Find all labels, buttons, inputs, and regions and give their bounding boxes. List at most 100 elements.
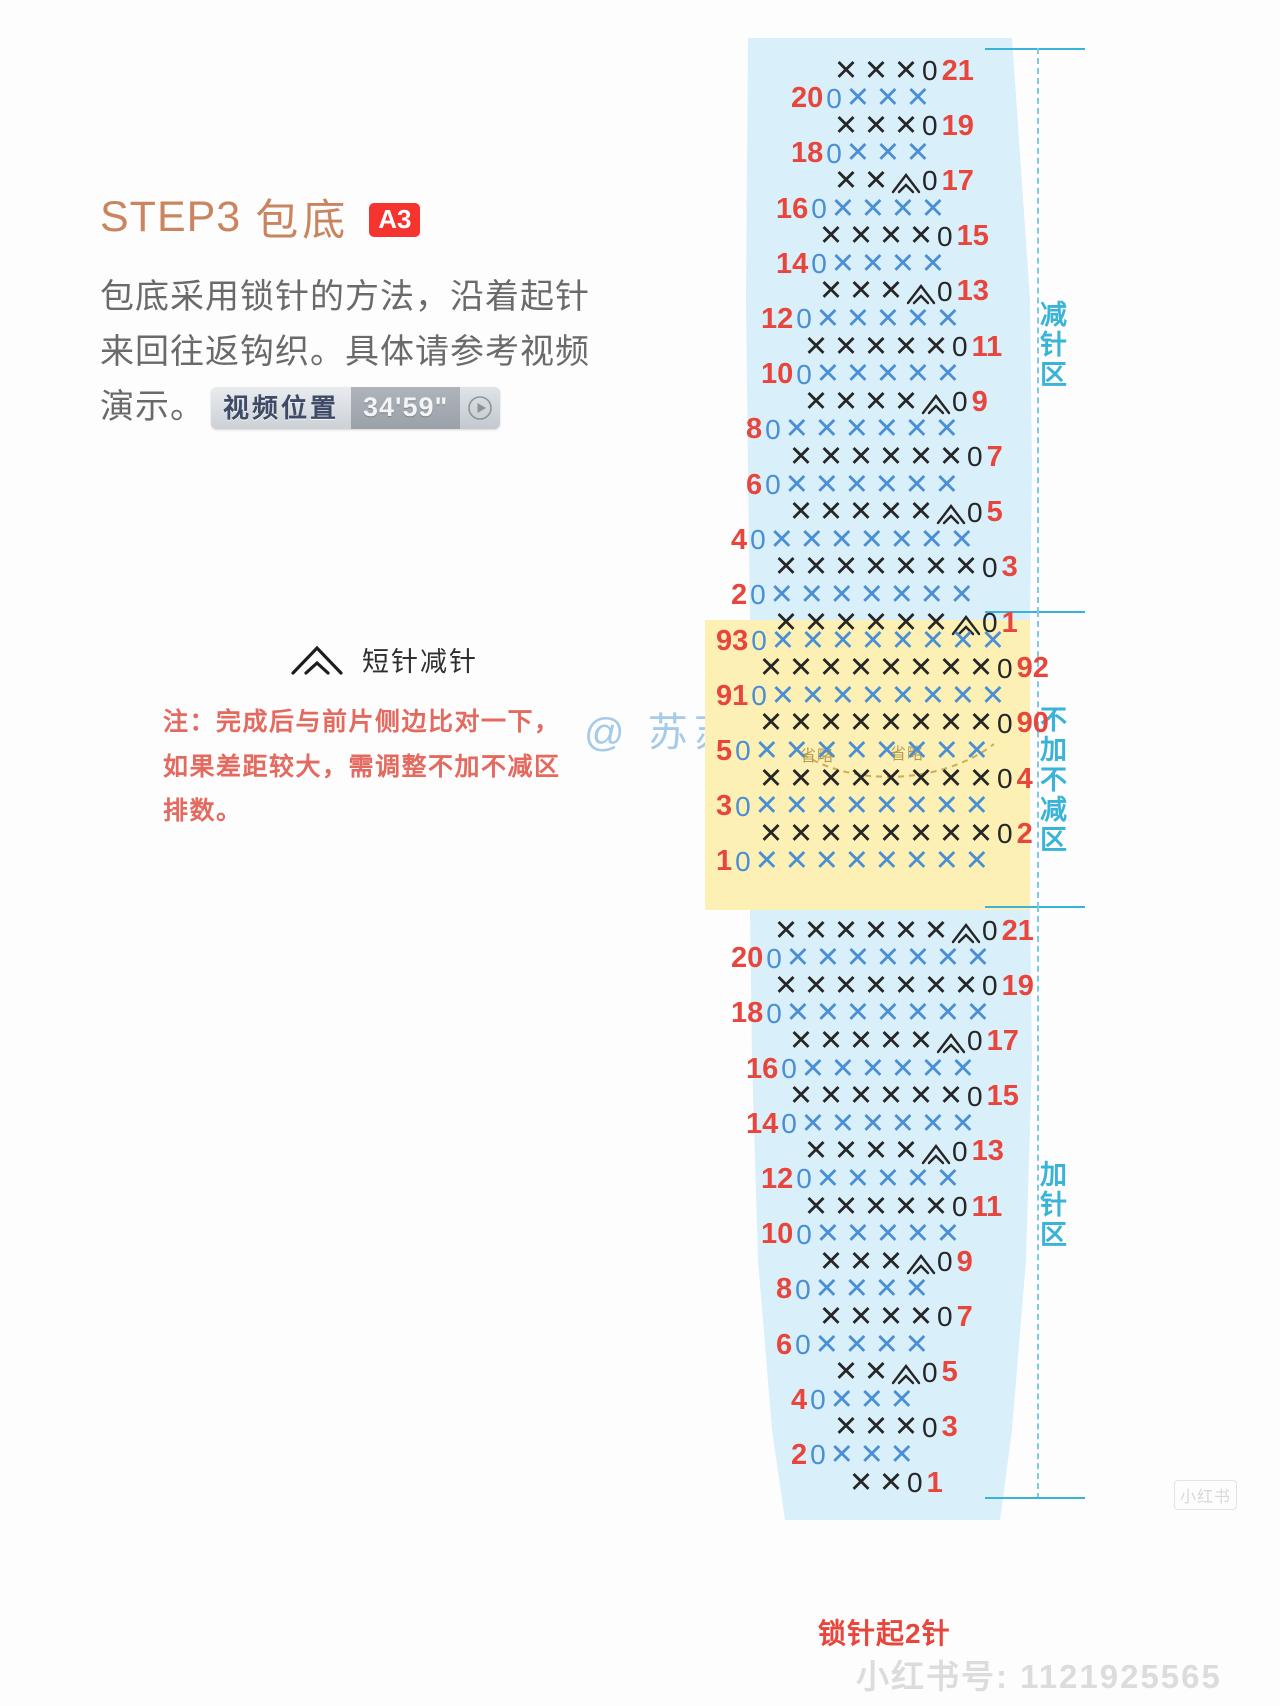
- stitch-row: ✕ ✕ ✕ ✕ ✕ ✕ 0 1: [771, 604, 1018, 642]
- stitch-row: 12 0 ✕ ✕ ✕ ✕ ✕: [761, 1160, 963, 1198]
- stitch-row: 3 0 ✕ ✕ ✕ ✕ ✕ ✕ ✕ ✕: [716, 788, 992, 826]
- chain-ring-icon: 0: [796, 1218, 812, 1250]
- sc-stitch-icon: ✕: [934, 790, 959, 823]
- chain-ring-icon: 0: [922, 165, 938, 197]
- sc-stitch-icon: ✕: [844, 413, 869, 446]
- stitch-group: ✕ ✕ ✕ ✕ ✕: [786, 498, 966, 527]
- sc-stitch-icon: ✕: [935, 942, 960, 975]
- sc-stitch-icon: ✕: [874, 845, 899, 878]
- chain-ring-icon: 0: [967, 496, 983, 528]
- sc-stitch-icon: ✕: [908, 1024, 934, 1057]
- row-number: 12: [761, 302, 794, 335]
- sc-stitch-icon: ✕: [935, 1218, 960, 1251]
- stitch-row: 6 0 ✕ ✕ ✕ ✕ ✕ ✕: [746, 466, 962, 504]
- chain-ring-icon: 0: [765, 413, 781, 445]
- sc-stitch-icon: ✕: [818, 220, 844, 253]
- sc-stitch-icon: ✕: [815, 997, 840, 1030]
- sc-stitch-icon: ✕: [845, 1162, 870, 1195]
- sc-stitch-icon: ✕: [938, 440, 964, 473]
- chain-ring-icon: 0: [826, 82, 842, 114]
- video-position-badge[interactable]: 视频位置 34'59": [211, 386, 501, 429]
- stitch-group: ✕ ✕ ✕ ✕ ✕ ✕: [782, 415, 962, 444]
- sc-stitch-icon: ✕: [788, 496, 814, 529]
- stitch-group: ✕ ✕ ✕ ✕ ✕ ✕ ✕ ✕: [756, 709, 996, 738]
- sc-stitch-icon: ✕: [848, 1466, 874, 1499]
- sc-stitch-icon: ✕: [859, 1438, 884, 1471]
- no-change-zone-band: [705, 620, 1030, 910]
- stitch-row: ✕ ✕ ✕ 0 3: [831, 1409, 958, 1447]
- sc-stitch-icon: ✕: [878, 496, 904, 529]
- note-block: 注：完成后与前片侧边比对一下， 如果差距较大，需调整不加不减区 排数。: [163, 700, 633, 834]
- sc-stitch-icon: ✕: [893, 1411, 919, 1444]
- stitch-row: 5 0 ✕ ✕ ✕ ✕ ✕ ✕ ✕ ✕: [716, 732, 992, 770]
- platform-badge: 小红书: [1174, 1480, 1238, 1510]
- stitch-group: ✕ ✕ ✕ ✕ ✕ ✕ ✕ ✕: [756, 654, 996, 683]
- stitch-row: ✕ ✕ ✕ ✕ ✕ 0 11: [801, 1188, 1002, 1226]
- stitch-row: 14 0 ✕ ✕ ✕ ✕ ✕ ✕: [746, 1105, 978, 1143]
- row-number: 93: [716, 624, 749, 657]
- row-number: 6: [746, 468, 763, 501]
- sc-stitch-icon: ✕: [803, 551, 829, 584]
- row-number: 14: [746, 1107, 779, 1140]
- sc-stitch-icon: ✕: [784, 845, 809, 878]
- stitch-group: ✕ ✕ ✕ ✕ ✕: [813, 1220, 963, 1249]
- chain-ring-icon: 0: [750, 524, 766, 556]
- stitch-row: 20 0 ✕ ✕ ✕ ✕ ✕ ✕ ✕: [731, 940, 993, 978]
- stitch-group: ✕ ✕: [846, 1466, 906, 1499]
- sc-stitch-icon: ✕: [953, 551, 979, 584]
- sc-stitch-icon: ✕: [904, 1273, 929, 1306]
- step-heading: STEP3 包底 A3: [100, 186, 700, 248]
- sc-stitch-icon: ✕: [845, 302, 870, 335]
- sc-stitch-icon: ✕: [934, 845, 959, 878]
- legend-label: 短针减针: [362, 647, 478, 677]
- sc-stitch-icon: ✕: [863, 1356, 889, 1389]
- sc-stitch-icon: ✕: [889, 578, 914, 611]
- row-number: 19: [1001, 969, 1034, 1002]
- sc-stitch-icon: ✕: [964, 845, 989, 878]
- chain-ring-icon: 0: [826, 137, 842, 169]
- sc-stitch-icon: ✕: [844, 790, 869, 823]
- stitch-row: 93 0 ✕ ✕ ✕ ✕ ✕ ✕ ✕ ✕: [716, 622, 1008, 660]
- sc-stitch-icon: ✕: [815, 942, 840, 975]
- stitch-group: ✕ ✕: [831, 1358, 921, 1387]
- sc-stitch-icon: ✕: [935, 1162, 960, 1195]
- sc-stitch-icon: ✕: [904, 845, 929, 878]
- stitch-row: 16 0 ✕ ✕ ✕ ✕ ✕ ✕: [746, 1050, 978, 1088]
- sc-stitch-icon: ✕: [833, 1411, 859, 1444]
- sc-stitch-icon: ✕: [875, 358, 900, 391]
- chain-ring-icon: 0: [937, 1246, 953, 1278]
- sc-stitch-icon: ✕: [878, 220, 904, 253]
- sc-stitch-icon: ✕: [815, 1162, 840, 1195]
- row-number: 11: [971, 1190, 1003, 1223]
- stitch-row: 1 0 ✕ ✕ ✕ ✕ ✕ ✕ ✕ ✕: [716, 843, 992, 881]
- sc-stitch-icon: ✕: [904, 1328, 929, 1361]
- sc-stitch-icon: ✕: [818, 496, 844, 529]
- sc-stitch-icon: ✕: [818, 275, 844, 308]
- stitch-row: 12 0 ✕ ✕ ✕ ✕ ✕: [761, 300, 963, 338]
- stitch-row: ✕ ✕ ✕ ✕ 0 13: [801, 1133, 1004, 1171]
- play-icon[interactable]: [460, 386, 501, 429]
- sc-stitch-icon: ✕: [893, 551, 919, 584]
- stitch-group: ✕ ✕ ✕: [816, 277, 936, 306]
- sc-stitch-icon: ✕: [814, 413, 839, 446]
- sc-stitch-icon: ✕: [905, 82, 930, 115]
- sc-stitch-icon: ✕: [938, 707, 964, 740]
- sc-stitch-icon: ✕: [878, 275, 904, 308]
- sc-stitch-icon: ✕: [875, 1218, 900, 1251]
- stitch-row: 4 0 ✕ ✕ ✕ ✕ ✕ ✕ ✕: [731, 521, 977, 559]
- row-number: 18: [791, 137, 824, 170]
- sc-stitch-icon: ✕: [818, 1024, 844, 1057]
- sc-stitch-icon: ✕: [878, 1080, 904, 1113]
- row-number: 18: [731, 997, 764, 1030]
- stitch-row: ✕ ✕ ✕ ✕ ✕ ✕ ✕ ✕ 0 4: [756, 760, 1033, 798]
- stitch-row: ✕ ✕ ✕ 0 19: [831, 107, 974, 145]
- sc-stitch-icon: ✕: [784, 734, 809, 767]
- chain-ring-icon: 0: [967, 1080, 983, 1112]
- stitch-row: 6 0 ✕ ✕ ✕ ✕: [776, 1326, 932, 1364]
- stitch-row: 91 0 ✕ ✕ ✕ ✕ ✕ ✕ ✕ ✕: [716, 677, 1008, 715]
- sc-stitch-icon: ✕: [923, 551, 949, 584]
- stitch-row: ✕ ✕ ✕ ✕ ✕ ✕ 0 7: [786, 438, 1003, 476]
- sc-stitch-icon: ✕: [845, 997, 870, 1030]
- chain-ring-icon: 0: [982, 970, 998, 1002]
- sc-stitch-icon: ✕: [758, 707, 784, 740]
